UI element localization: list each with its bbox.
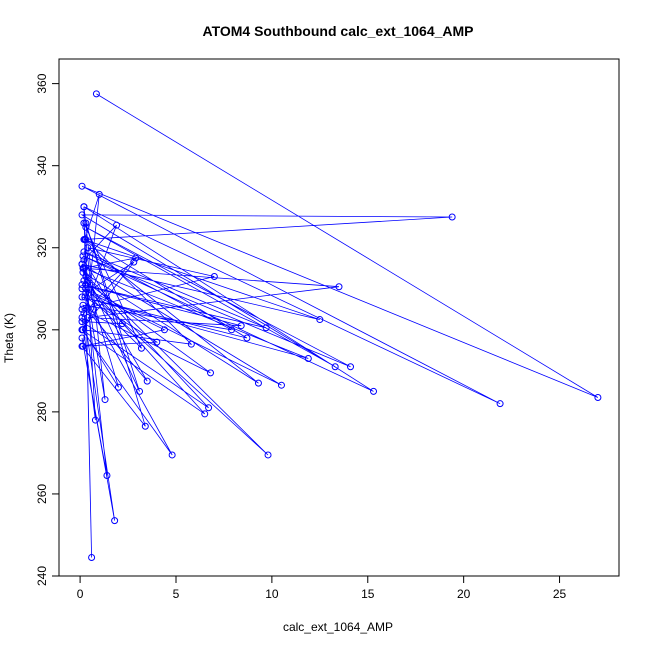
data-point	[370, 387, 378, 395]
y-tick-label: 240	[35, 566, 49, 586]
y-axis: 240 260 280 300 320 340 360	[35, 73, 60, 586]
data-point	[78, 293, 86, 301]
y-tick-label: 260	[35, 484, 49, 504]
data-point	[264, 451, 272, 459]
data-point	[82, 223, 90, 231]
data-point	[80, 256, 88, 264]
data-point	[101, 396, 109, 404]
data-point	[88, 554, 96, 562]
data-point	[137, 344, 145, 352]
x-axis-label: calc_ext_1064_AMP	[283, 620, 393, 634]
data-point	[82, 285, 90, 293]
data-point	[210, 272, 218, 280]
data-point	[81, 236, 89, 244]
data-point	[304, 355, 312, 363]
data-point	[113, 221, 121, 229]
data-point	[82, 272, 90, 280]
y-tick-label: 340	[35, 155, 49, 175]
data-point	[277, 381, 285, 389]
data-point	[153, 338, 161, 346]
x-tick-label: 15	[361, 587, 375, 601]
data-point	[448, 213, 456, 221]
data-point	[81, 293, 89, 301]
data-point	[79, 252, 87, 260]
data-point	[78, 260, 86, 268]
data-point	[82, 289, 90, 297]
data-point	[187, 340, 195, 348]
data-point	[130, 258, 138, 266]
data-point	[228, 326, 236, 334]
data-point	[136, 387, 144, 395]
data-point	[335, 283, 343, 291]
data-point	[78, 326, 86, 334]
data-point	[237, 322, 245, 330]
data-point	[114, 383, 122, 391]
data-point	[79, 342, 87, 350]
data-point	[78, 211, 86, 219]
data-point	[594, 394, 602, 402]
data-point	[80, 219, 88, 227]
data-point	[111, 517, 119, 525]
data-point	[143, 377, 151, 385]
x-tick-label: 10	[265, 587, 279, 601]
data-point	[78, 334, 86, 342]
data-point	[80, 277, 88, 285]
data-point	[80, 248, 88, 256]
plot-frame	[58, 58, 620, 577]
data-point	[141, 422, 149, 430]
data-point	[132, 254, 140, 262]
y-tick-label: 360	[35, 73, 49, 93]
data-point	[201, 410, 209, 418]
data-point	[78, 285, 86, 293]
data-point	[78, 281, 86, 289]
data-point	[82, 219, 90, 227]
data-point	[118, 320, 126, 328]
series-line	[80, 93, 599, 558]
data-point	[168, 451, 176, 459]
chart-title: ATOM4 Southbound calc_ext_1064_AMP	[203, 23, 474, 39]
y-axis-label: Theta (K)	[2, 313, 16, 363]
data-point	[316, 316, 324, 324]
x-tick-label: 0	[77, 587, 84, 601]
y-tick-label: 320	[35, 237, 49, 257]
data-point	[79, 301, 87, 309]
data-point	[331, 363, 339, 371]
data-point	[78, 318, 86, 326]
data-point	[262, 324, 270, 332]
series-layer	[78, 90, 602, 562]
data-point	[80, 203, 88, 211]
x-tick-label: 25	[553, 587, 567, 601]
data-point	[90, 305, 98, 313]
x-axis: 0 5 10 15 20 25	[77, 575, 567, 601]
data-point	[496, 400, 504, 408]
data-point	[254, 379, 262, 387]
data-point	[92, 90, 100, 98]
data-point	[347, 363, 355, 371]
x-tick-label: 5	[173, 587, 180, 601]
data-point	[95, 190, 103, 198]
data-point	[207, 369, 215, 377]
data-point	[80, 264, 88, 272]
data-point	[103, 471, 111, 479]
data-point	[78, 182, 86, 190]
data-point	[84, 244, 92, 252]
data-point	[82, 281, 90, 289]
data-point	[243, 334, 251, 342]
y-tick-label: 300	[35, 319, 49, 339]
data-point	[78, 305, 86, 313]
y-tick-label: 280	[35, 402, 49, 422]
data-point	[78, 314, 86, 321]
data-point	[160, 326, 168, 334]
data-point	[80, 309, 88, 317]
data-point	[205, 404, 213, 412]
data-point	[91, 416, 99, 424]
x-tick-label: 20	[457, 587, 471, 601]
